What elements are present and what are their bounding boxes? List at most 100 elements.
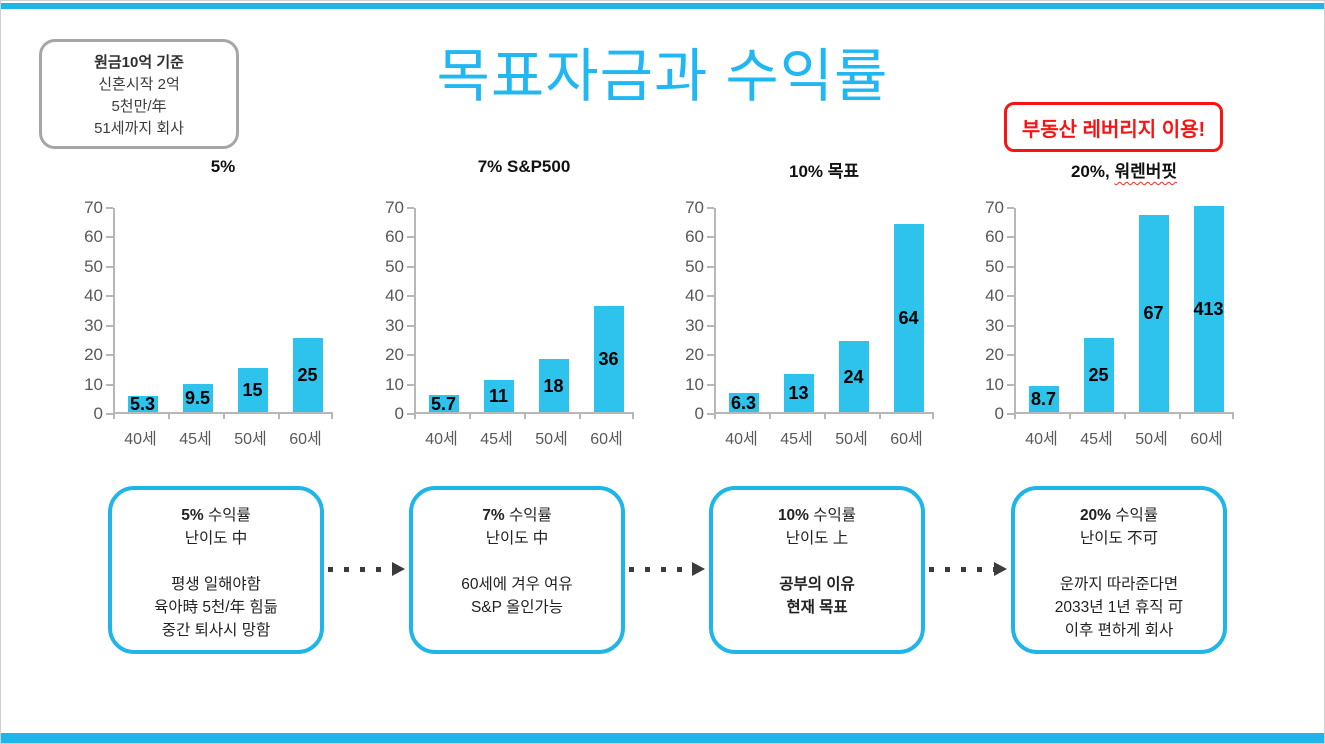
note-difficulty: 난이도 中 <box>184 530 248 547</box>
bar-data-label: 36 <box>598 349 619 370</box>
note-headline: 20% 수익률 <box>1015 504 1223 527</box>
return-rate-note-box: 7% 수익률 난이도 中 60세에 겨우 여유 S&P 올인가능 <box>409 486 625 654</box>
x-axis-tick-mark <box>1179 414 1181 419</box>
arrowhead-icon <box>392 562 405 576</box>
bar-data-label: 13 <box>788 382 809 403</box>
y-axis-tick-label: 60 <box>385 227 404 247</box>
x-axis-tick-mark <box>524 414 526 419</box>
y-axis-tick-label: 20 <box>84 345 103 365</box>
note-body-line: S&P 올인가능 <box>470 599 564 616</box>
bar-40세: 6.3 <box>728 393 759 413</box>
x-axis-tick-label: 45세 <box>1080 431 1113 448</box>
bar-data-label: 64 <box>898 307 919 328</box>
y-axis-tick-label: 40 <box>685 286 704 306</box>
dotted-flow-arrow <box>929 562 1007 576</box>
note-headline: 5% 수익률 <box>112 504 320 527</box>
y-axis-tick-mark <box>1007 354 1014 357</box>
x-axis-tick-label: 60세 <box>1190 431 1223 448</box>
note-difficulty: 난이도 上 <box>785 530 849 547</box>
y-axis-tick-label: 60 <box>985 227 1004 247</box>
x-axis-tick-label: 60세 <box>890 431 923 448</box>
note-body-line: 현재 목표 <box>786 599 848 616</box>
x-axis-tick-label: 60세 <box>289 431 322 448</box>
leverage-alert-label: 부동산 레버리지 이용! <box>1021 118 1206 141</box>
y-axis-tick-mark <box>106 354 113 357</box>
y-axis-tick-mark <box>407 354 414 357</box>
bar-60세: 36 <box>593 306 624 412</box>
plot-area: 6.3 13 24 64 <box>714 208 934 414</box>
bar-chart: 10% 목표 0 10 20 30 40 50 60 70 6.3 13 24 64 40세 45세 50세 6… <box>674 157 938 457</box>
note-headline-percent: 10% <box>777 507 809 524</box>
y-axis-tick-mark <box>106 295 113 298</box>
y-axis-tick-mark <box>407 236 414 239</box>
note-headline: 10% 수익률 <box>713 504 921 527</box>
bar-data-label: 5.3 <box>129 394 156 415</box>
arrow-dotted-line <box>328 566 392 572</box>
y-axis-tick-label: 10 <box>685 374 704 394</box>
bar-60세: 413 <box>1193 206 1224 412</box>
bar-40세: 8.7 <box>1028 386 1059 412</box>
bar-data-label: 25 <box>297 365 318 386</box>
return-rate-note-box: 5% 수익률 난이도 中 평생 일해야함 육아時 5천/年 힘듦 중간 퇴사시 망함 <box>108 486 324 654</box>
bar-45세: 11 <box>483 379 514 412</box>
assumption-line: 5천만/年 <box>111 98 167 115</box>
y-axis-tick-label: 0 <box>694 404 704 423</box>
top-accent-strip <box>1 3 1324 9</box>
plot-area: 5.3 9.5 15 25 <box>113 208 333 414</box>
x-axis-tick-label: 45세 <box>179 431 212 448</box>
y-axis-tick-mark <box>1007 383 1014 386</box>
x-axis-tick-mark <box>714 414 716 419</box>
bar-data-label: 413 <box>1193 299 1224 319</box>
chart-title: 20%, 워렌버핏 <box>1014 157 1234 181</box>
y-axis-tick-label: 50 <box>385 256 404 276</box>
x-axis-tick-label: 60세 <box>590 431 623 448</box>
note-spacer <box>1015 550 1223 573</box>
y-axis-tick-label: 0 <box>93 404 103 423</box>
bar-45세: 25 <box>1083 338 1114 412</box>
note-body-line: 공부의 이유 <box>779 576 855 593</box>
y-axis-tick-label: 40 <box>385 286 404 306</box>
bar-data-label: 11 <box>488 385 509 406</box>
y-axis-tick-mark <box>407 413 414 415</box>
bar-45세: 13 <box>783 373 814 412</box>
x-axis-labels: 40세 45세 50세 60세 <box>1014 425 1234 449</box>
y-axis-tick-mark <box>707 413 714 415</box>
assumption-line: 원금10억 기준 <box>94 54 184 71</box>
y-axis-tick-label: 0 <box>394 404 404 423</box>
note-headline-rest: 수익률 <box>808 507 857 524</box>
y-axis-tick-mark <box>407 295 414 298</box>
x-axis-tick-mark <box>1232 414 1234 419</box>
dotted-flow-arrow <box>328 562 405 576</box>
y-axis-tick-mark <box>1007 265 1014 268</box>
note-difficulty: 난이도 中 <box>485 530 549 547</box>
leverage-alert-box: 부동산 레버리지 이용! <box>1004 102 1223 152</box>
y-axis-tick-label: 70 <box>84 198 103 217</box>
x-axis-tick-mark <box>469 414 471 419</box>
y-axis-tick-label: 40 <box>985 286 1004 306</box>
y-axis-tick-label: 70 <box>685 198 704 217</box>
x-axis-tick-mark <box>879 414 881 419</box>
x-axis-tick-mark <box>223 414 225 419</box>
assumption-line: 신혼시작 2억 <box>98 76 180 93</box>
y-axis-tick-mark <box>707 207 714 209</box>
x-axis-tick-mark <box>769 414 771 419</box>
note-headline-rest: 수익률 <box>504 507 552 524</box>
y-axis-tick-label: 20 <box>385 345 404 365</box>
assumptions-box: 원금10억 기준 신혼시작 2억 5천만/年 51세까지 회사 <box>39 39 239 149</box>
note-headline-percent: 7% <box>482 507 505 524</box>
x-axis-tick-mark <box>1014 414 1016 419</box>
x-axis-tick-label: 40세 <box>725 431 758 448</box>
x-axis-tick-label: 40세 <box>124 431 157 448</box>
note-spacer <box>413 550 621 573</box>
y-axis-tick-label: 50 <box>84 256 103 276</box>
chart-title: 7% S&P500 <box>477 157 571 176</box>
y-axis-tick-mark <box>407 324 414 327</box>
arrowhead-icon <box>994 562 1007 576</box>
y-axis-tick-mark <box>106 324 113 327</box>
bottom-accent-strip <box>1 733 1324 743</box>
y-axis-tick-label: 30 <box>84 315 103 335</box>
y-axis-tick-label: 30 <box>985 315 1004 335</box>
y-axis-tick-label: 30 <box>385 315 404 335</box>
y-axis-tick-label: 50 <box>985 256 1004 276</box>
